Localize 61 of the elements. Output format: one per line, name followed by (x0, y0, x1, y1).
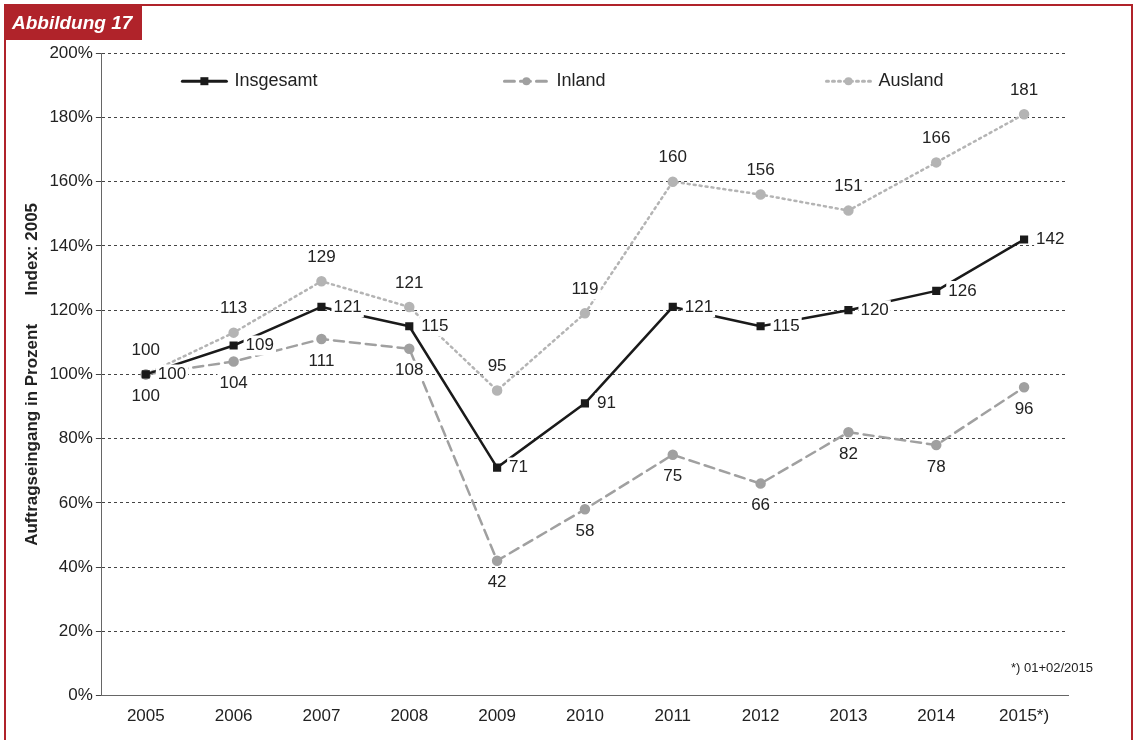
x-tick-label: 2006 (214, 706, 253, 726)
annotation: *) 01+02/2015 (1010, 660, 1093, 675)
data-label: 78 (926, 456, 946, 476)
data-label: 104 (219, 373, 248, 393)
x-tick-label: 2010 (566, 706, 604, 726)
data-label: 142 (1036, 229, 1065, 249)
data-label: 121 (684, 296, 714, 316)
chart-title: Abbildung 17 (4, 4, 143, 40)
data-label: 82 (838, 443, 858, 463)
x-tick-label: 2015*) (999, 706, 1050, 726)
y-tick-label: 140% (49, 235, 93, 255)
data-label: 100 (157, 364, 187, 384)
x-tick-label: 2013 (829, 706, 868, 726)
y-tick-label: 80% (58, 428, 93, 448)
data-label: 42 (487, 572, 507, 592)
y-tick-label: 120% (49, 299, 93, 319)
data-label: 115 (772, 315, 800, 335)
data-label: 120 (860, 299, 889, 319)
y-tick-label: 100% (49, 364, 93, 384)
y-tick-label: 20% (58, 621, 93, 641)
x-tick-label: 2014 (917, 706, 956, 726)
legend-label: Ausland (878, 70, 944, 91)
data-label: 58 (575, 520, 595, 540)
data-label: 100 (131, 386, 160, 406)
y-tick-label: 60% (58, 492, 93, 512)
x-tick-label: 2012 (741, 706, 780, 726)
y-tick-label: 160% (49, 171, 93, 191)
data-label: 160 (658, 147, 687, 167)
y-tick-label: 200% (49, 42, 93, 62)
data-label: 181 (1009, 79, 1039, 99)
y-tick-label: 40% (58, 556, 93, 576)
data-label: 113 (220, 298, 248, 318)
data-label: 75 (663, 466, 683, 486)
data-label: 71 (509, 457, 529, 477)
data-label: 151 (834, 176, 863, 196)
y-tick-label: 0% (68, 685, 93, 705)
x-tick-label: 2009 (478, 706, 517, 726)
data-label: 111 (308, 350, 335, 370)
y-tick-label: 180% (49, 107, 93, 127)
data-label: 95 (487, 356, 507, 376)
x-tick-label: 2008 (390, 706, 429, 726)
data-label: 100 (131, 340, 160, 360)
x-tick-label: 2005 (126, 706, 165, 726)
data-label: 156 (746, 160, 775, 180)
data-label: 121 (395, 272, 424, 292)
data-label: 96 (1014, 398, 1034, 418)
legend-label: Insgesamt (234, 70, 318, 91)
y-axis-title: Auftragseingang in Prozent Index: 2005 (21, 202, 41, 546)
data-label: 166 (922, 128, 951, 148)
data-label: 115 (421, 315, 449, 335)
data-label: 119 (571, 279, 599, 299)
data-label: 108 (395, 360, 424, 380)
legend-label: Inland (556, 70, 606, 91)
data-label: 121 (333, 296, 362, 316)
data-label: 91 (596, 393, 616, 412)
data-label: 126 (948, 280, 977, 300)
x-tick-label: 2007 (302, 706, 341, 726)
data-label: 66 (751, 495, 771, 515)
data-label: 109 (245, 335, 274, 355)
data-label: 129 (307, 246, 336, 266)
x-tick-label: 2011 (654, 706, 692, 726)
